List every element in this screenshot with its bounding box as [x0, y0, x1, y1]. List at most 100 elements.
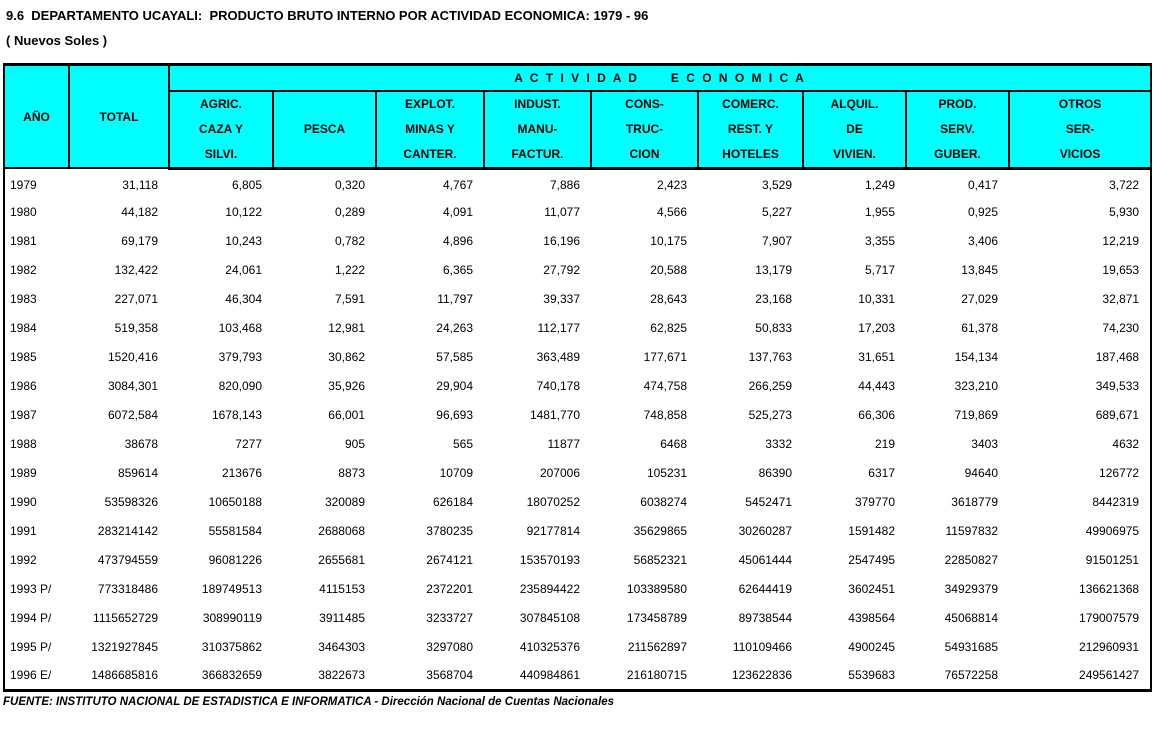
year-cell: 1990: [10, 494, 37, 509]
value-cell: 35,926: [328, 378, 365, 393]
value-cell: 91501251: [1085, 552, 1140, 567]
value-cell: 3,406: [967, 233, 998, 248]
value-cell: 11,077: [544, 204, 580, 219]
value-cell: 57,585: [436, 349, 473, 364]
year-cell: 1979: [10, 177, 37, 192]
value-cell: 24,061: [225, 262, 262, 277]
col-header-line: REST. Y: [727, 121, 774, 136]
value-cell: 1,222: [334, 262, 365, 277]
value-cell: 1,249: [864, 177, 895, 192]
value-cell: 3464303: [318, 639, 365, 654]
table-row: 1979 31,118 6,805 0,320 4,767 7,886 2,423 3,529…: [4, 168, 1151, 197]
value-cell: 4,767: [442, 177, 473, 192]
value-cell: 227,071: [114, 291, 158, 306]
value-cell: 519,358: [114, 320, 158, 335]
value-cell: 10,122: [225, 204, 262, 219]
value-cell: 54931685: [944, 639, 998, 654]
col-header-line: FACTUR.: [511, 146, 564, 161]
value-cell: 44,443: [858, 378, 895, 393]
value-cell: 50,833: [755, 320, 792, 335]
value-cell: 92177814: [526, 523, 580, 538]
col-header-line: PROD.: [938, 96, 977, 111]
year-cell: 1994 P/: [10, 610, 52, 625]
table-row: 1980 44,182 10,122 0,289 4,091 11,077 4,566 5,2…: [4, 197, 1151, 226]
value-cell: 719,869: [954, 407, 998, 422]
table-row: 1984 519,358 103,468 12,981 24,263 112,177 62,…: [4, 313, 1151, 342]
value-cell: 689,671: [1095, 407, 1140, 422]
value-cell: 2655681: [318, 552, 365, 567]
col-header-line: SERV.: [940, 121, 975, 136]
value-cell: 10709: [439, 465, 473, 480]
col-header-otros: OTROS SER- VICIOS: [1007, 89, 1153, 170]
table-row: 1988 38678 7277 905 565 11877 6468 3332 219 3403 4…: [4, 429, 1151, 458]
value-cell: 39,337: [543, 291, 580, 306]
value-cell: 5452471: [745, 494, 792, 509]
table-row: 1989 859614 213676 8873 10709 207006 105231 863…: [4, 458, 1151, 487]
value-cell: 7,907: [761, 233, 792, 248]
value-cell: 7,886: [549, 177, 580, 192]
value-cell: 6468: [660, 436, 687, 451]
value-cell: 56852321: [633, 552, 687, 567]
table-row: 1996 E/1486685816 366832659 3822673 3568704…: [4, 661, 1151, 690]
value-cell: 13,845: [961, 262, 998, 277]
value-cell: 27,029: [961, 291, 998, 306]
value-cell: 4900245: [848, 639, 895, 654]
value-cell: 69,179: [121, 233, 158, 248]
col-header-line: HOTELES: [722, 146, 779, 161]
value-cell: 17,203: [858, 320, 895, 335]
header-band-row: AÑO TOTAL A C T I V I D A D E C O N O M …: [3, 63, 1153, 169]
value-cell: 773318486: [97, 581, 158, 596]
value-cell: 525,273: [748, 407, 792, 422]
year-cell: 1986: [10, 378, 37, 393]
col-header-pesca: PESCA: [272, 89, 377, 170]
value-cell: 45061444: [738, 552, 792, 567]
year-cell: 1991: [10, 523, 37, 538]
value-cell: 6317: [868, 465, 895, 480]
value-cell: 3,529: [761, 177, 792, 192]
col-header-line: CION: [629, 146, 660, 161]
col-header-label: AÑO: [23, 109, 50, 124]
value-cell: 45068814: [944, 610, 998, 625]
value-cell: 44,182: [121, 204, 158, 219]
value-cell: 0,925: [967, 204, 998, 219]
table-row: 1990 53598326 10650188 320089 626184 18070252…: [4, 487, 1151, 516]
year-cell: 1981: [10, 233, 37, 248]
value-cell: 3403: [971, 436, 998, 451]
table-body: 1979 31,118 6,805 0,320 4,767 7,886 2,423 3,529…: [4, 168, 1151, 690]
value-cell: 212960931: [1079, 639, 1140, 654]
value-cell: 4,091: [442, 204, 473, 219]
value-cell: 1,955: [864, 204, 895, 219]
value-cell: 74,230: [1102, 320, 1140, 335]
value-cell: 307845108: [519, 610, 580, 625]
table-row: 1985 1520,416 379,793 30,862 57,585 363,489 17…: [4, 342, 1151, 371]
value-cell: 859614: [117, 465, 158, 480]
value-cell: 38678: [124, 436, 158, 451]
value-cell: 2,423: [656, 177, 687, 192]
value-cell: 10650188: [208, 494, 262, 509]
value-cell: 20,588: [650, 262, 687, 277]
col-header-line: PESCA: [303, 121, 346, 136]
value-cell: 12,981: [328, 320, 365, 335]
value-cell: 1115652729: [93, 610, 158, 625]
value-cell: 626184: [432, 494, 473, 509]
value-cell: 103389580: [626, 581, 687, 596]
table-row: 1986 3084,301 820,090 35,926 29,904 740,178 47…: [4, 371, 1151, 400]
value-cell: 19,653: [1102, 262, 1140, 277]
value-cell: 2372201: [426, 581, 473, 596]
value-cell: 7,591: [334, 291, 365, 306]
value-cell: 5,717: [864, 262, 895, 277]
page: 9.6 DEPARTAMENTO UCAYALI: PRODUCTO BRUTO…: [0, 8, 1153, 730]
value-cell: 89738544: [738, 610, 792, 625]
col-header-line: CAZA Y: [198, 121, 243, 136]
value-cell: 112,177: [537, 320, 581, 335]
value-cell: 154,134: [954, 349, 998, 364]
value-cell: 308990119: [202, 610, 262, 625]
value-cell: 1520,416: [107, 349, 158, 364]
value-cell: 3,722: [1109, 177, 1140, 192]
group-header-actividad-economica: A C T I V I D A D E C O N O M I C A: [167, 63, 1153, 92]
value-cell: 30,862: [328, 349, 365, 364]
value-cell: 3332: [765, 436, 792, 451]
table-row: 1983 227,071 46,304 7,591 11,797 39,337 28,643…: [4, 284, 1151, 313]
page-title: 9.6 DEPARTAMENTO UCAYALI: PRODUCTO BRUTO…: [6, 8, 649, 23]
value-cell: 55581584: [208, 523, 262, 538]
